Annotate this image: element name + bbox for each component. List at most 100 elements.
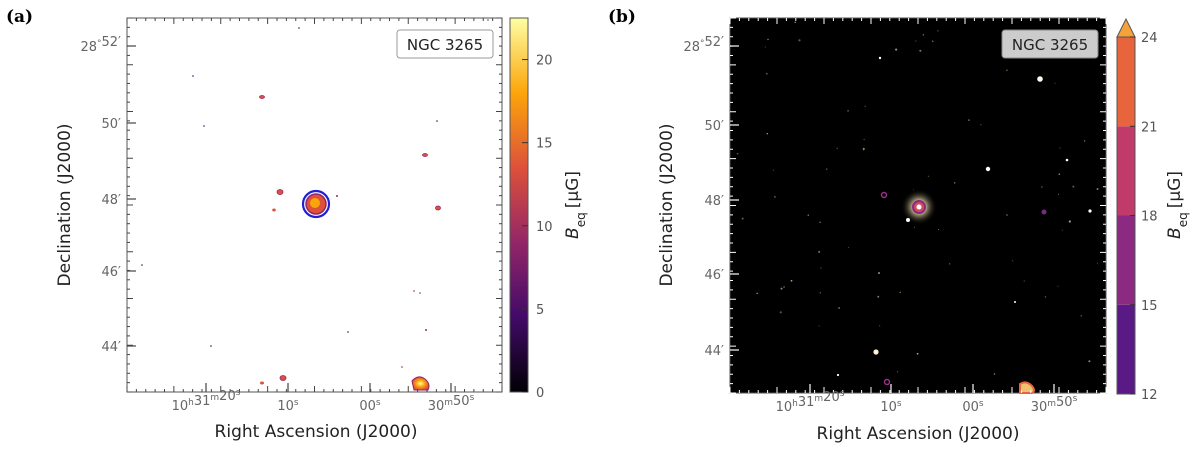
panel-b-badge: NGC 3265 — [1001, 29, 1099, 59]
faint-star — [863, 138, 865, 140]
faint-star — [741, 217, 744, 220]
y-tick-label: 28°52′ — [683, 35, 724, 55]
x-tick-label: 10s — [277, 398, 299, 414]
faint-star — [783, 286, 785, 288]
x-tick-label: 10h31m20s — [776, 389, 845, 415]
y-tick-label: 46′ — [102, 265, 122, 280]
faint-star — [772, 169, 774, 171]
star — [1014, 301, 1016, 303]
emission-spot — [141, 264, 143, 266]
colorbar-label-sub: eq — [574, 212, 588, 227]
faint-star — [736, 152, 739, 155]
star — [836, 373, 840, 377]
colorbar-tick-label: 20 — [536, 54, 553, 69]
faint-star — [862, 147, 865, 151]
faint-star — [895, 48, 898, 51]
faint-star — [927, 175, 929, 177]
y-tick-label: 48′ — [705, 194, 725, 209]
colorbar-bin — [1117, 126, 1135, 216]
colorbar-tick-label: 15 — [1141, 299, 1158, 314]
faint-star — [897, 371, 899, 373]
faint-star — [1006, 214, 1008, 216]
star — [873, 349, 879, 355]
y-tick-label: 44′ — [102, 340, 122, 355]
faint-star — [864, 105, 866, 107]
faint-star — [838, 307, 840, 309]
emission-spot — [203, 125, 205, 127]
y-tick-label: 28°52′ — [80, 35, 121, 55]
faint-star — [1096, 187, 1099, 191]
faint-star — [1083, 140, 1086, 142]
emission-spot — [422, 153, 428, 157]
colorbar-extend-arrow — [1116, 17, 1136, 38]
emission-spot — [1041, 209, 1047, 215]
faint-star — [919, 49, 922, 52]
faint-star — [766, 73, 768, 75]
faint-star — [1059, 147, 1061, 149]
emission-spot — [210, 345, 212, 347]
colorbar-label-unit: [μG] — [1165, 171, 1185, 208]
colorbar-tick-label: 10 — [536, 220, 553, 235]
emission-spot — [259, 95, 265, 99]
x-tick-label: 30m50s — [1031, 394, 1078, 415]
emission-spot — [880, 191, 888, 199]
colorbar-label-sub: eq — [1176, 212, 1190, 227]
panel-a-ylabel: Declination (J2000) — [55, 123, 75, 286]
emission-spot — [436, 120, 438, 122]
faint-star — [756, 292, 758, 295]
panel-a-badge-text: NGC 3265 — [407, 36, 483, 54]
faint-star — [1054, 82, 1056, 84]
faint-star — [847, 110, 849, 112]
colorbar-label-main: B — [1165, 227, 1185, 239]
faint-star — [932, 40, 934, 42]
emission-spot — [336, 195, 338, 197]
colorbar-tick-label: 15 — [536, 137, 553, 152]
faint-star — [937, 30, 939, 32]
emission-spot — [487, 19, 489, 21]
panel-b-axis-ticks: 10h31m20s 10s 00s 30m50s 28°52′ 50′ 48′ 46′ 44′ — [683, 17, 1107, 415]
panel-b-label: (b) — [608, 7, 636, 27]
panel-a-badge-box — [396, 29, 494, 59]
faint-star — [766, 133, 769, 135]
faint-star — [879, 325, 881, 327]
panel-b-central-core — [916, 204, 922, 210]
panel-a-colorbar-ticks: 0 5 10 15 20 — [522, 54, 553, 401]
emission-spot — [413, 290, 415, 292]
faint-star — [836, 147, 838, 149]
faint-star — [1041, 186, 1043, 188]
x-tick-label: 10h31m20s — [172, 388, 241, 414]
faint-star — [938, 229, 940, 231]
faint-star — [954, 182, 956, 184]
faint-star — [1044, 296, 1047, 298]
faint-star — [1006, 69, 1008, 71]
faint-star — [819, 292, 821, 294]
emission-spot — [276, 189, 284, 195]
panel-b-badge-text: NGC 3265 — [1012, 36, 1088, 54]
panel-b-colorbar-label: Beq [μG] — [1165, 171, 1190, 239]
emission-spot — [435, 205, 441, 211]
x-tick-label: 00s — [359, 398, 381, 414]
faint-star — [1061, 229, 1063, 231]
star — [985, 166, 991, 172]
star — [1037, 76, 1043, 82]
colorbar-tick-label: 24 — [1141, 31, 1158, 46]
emission-spot — [260, 381, 264, 385]
panel-a: (a) — [6, 7, 588, 442]
faint-star — [914, 226, 915, 228]
panel-a-colorbar — [509, 17, 529, 393]
panel-b-xlabel: Right Ascension (J2000) — [817, 424, 1020, 444]
faint-star — [878, 272, 880, 274]
faint-star — [1023, 280, 1025, 282]
star — [1088, 209, 1092, 213]
colorbar-label-main: B — [563, 227, 583, 239]
faint-star — [968, 119, 970, 121]
emission-spot — [883, 378, 891, 386]
y-tick-label: 48′ — [102, 193, 122, 208]
faint-star — [922, 34, 924, 36]
faint-star — [915, 40, 917, 42]
panel-a-axis-ticks: 10h31m20s 10s 00s 30m50s 28°52′ 50′ 48′ 46′ 44′ — [80, 17, 503, 414]
emission-spot — [411, 376, 430, 391]
panel-b-ylabel: Declination (J2000) — [657, 123, 677, 286]
emission-spot — [347, 331, 349, 333]
